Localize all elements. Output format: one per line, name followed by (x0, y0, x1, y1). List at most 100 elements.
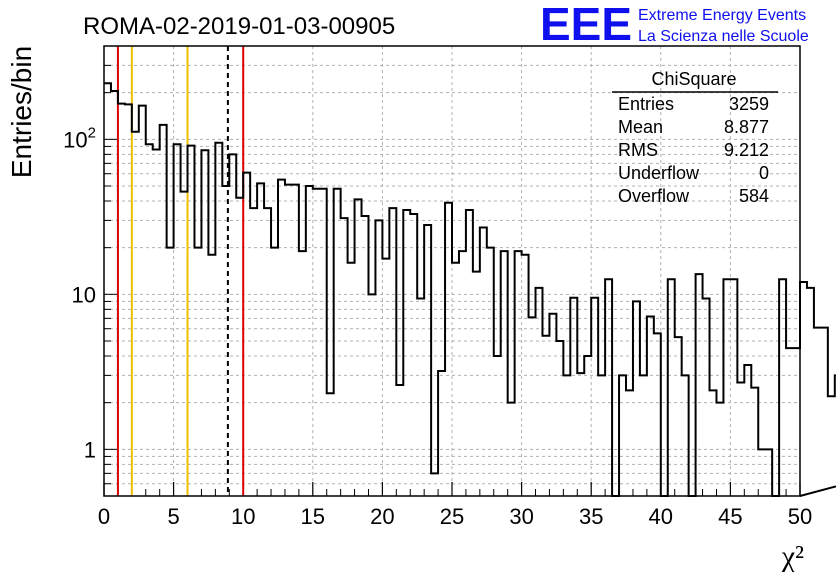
logo-line1: Extreme Energy Events (638, 7, 806, 24)
histogram-bin (598, 375, 605, 496)
histogram-bin (744, 365, 751, 496)
histogram-bin (167, 248, 174, 496)
histogram-bin (160, 125, 167, 496)
histogram-bin (577, 373, 584, 496)
histogram-bin (445, 203, 452, 496)
histogram-bin (299, 251, 306, 496)
x-tick-label: 10 (231, 504, 255, 529)
x-tick-label: 30 (509, 504, 533, 529)
chart-title: ROMA-02-2019-01-03-00905 (83, 13, 395, 40)
histogram-bin (807, 288, 814, 496)
histogram-bin (570, 298, 577, 496)
histogram-bin (675, 337, 682, 496)
histogram-bin (348, 263, 355, 496)
histogram-bin (640, 375, 647, 496)
stats-label-mean: Mean (618, 117, 663, 137)
y-axis-label: Entries/bin (6, 46, 37, 178)
histogram-bin (821, 328, 828, 496)
histogram-bin (633, 301, 640, 496)
histogram-bin (355, 199, 362, 496)
logo-mark: EEE (540, 0, 632, 50)
histogram-bin (438, 371, 445, 496)
histogram-bin (814, 328, 821, 496)
x-tick-label: 15 (301, 504, 325, 529)
histogram-bin (243, 173, 250, 496)
histogram-bin (647, 316, 654, 496)
histogram-bin (542, 336, 549, 496)
histogram-bin (229, 154, 236, 496)
histogram-bin (139, 106, 146, 496)
histogram-bin (710, 390, 717, 496)
stats-value-mean: 8.877 (724, 117, 769, 137)
x-tick-label: 0 (98, 504, 110, 529)
histogram-bin (320, 189, 327, 496)
histogram-bin (396, 385, 403, 496)
histogram-bin (250, 208, 257, 496)
logo-line2: La Scienza nelle Scuole (638, 28, 809, 45)
histogram-bin (751, 388, 758, 496)
histogram-bin (480, 227, 487, 496)
histogram-bin (188, 146, 195, 496)
histogram-bin (194, 248, 201, 496)
stats-value-entries: 3259 (729, 94, 769, 114)
histogram-bin (368, 294, 375, 496)
histogram-bin (215, 143, 222, 496)
stats-label-overflow: Overflow (618, 186, 690, 206)
histogram-bin (118, 104, 125, 496)
stats-value-overflow: 584 (739, 186, 769, 206)
stats-box: ChiSquare Entries 3259 Mean 8.877 RMS 9.… (612, 69, 778, 206)
histogram-bin (459, 251, 466, 496)
y-tick-label: 1 (84, 437, 96, 462)
histogram-bin (111, 91, 118, 496)
histogram-bin (146, 144, 153, 496)
histogram-bin (452, 263, 459, 496)
histogram-bin (737, 382, 744, 496)
histogram-bin (529, 317, 536, 496)
histogram-bin (828, 396, 835, 496)
reference-lines (116, 46, 245, 496)
histogram-bin (668, 279, 675, 496)
eee-logo: EEE Extreme Energy Events La Scienza nel… (540, 0, 809, 50)
x-tick-label: 20 (370, 504, 394, 529)
histogram-bin (515, 251, 522, 496)
histogram-bin (181, 192, 188, 496)
stats-label-entries: Entries (618, 94, 674, 114)
histogram-bin (487, 248, 494, 496)
histogram-bin (591, 298, 598, 496)
histogram-bin (417, 298, 424, 496)
x-tick-label: 25 (440, 504, 464, 529)
histogram-bin (410, 214, 417, 496)
x-tick-label: 45 (718, 504, 742, 529)
histogram-bin (403, 210, 410, 496)
histogram-bin (626, 390, 633, 496)
histogram-bin (375, 220, 382, 496)
histogram-bin (779, 279, 786, 496)
histogram-bin (494, 356, 501, 496)
y-tick-label: 102 (63, 124, 96, 152)
histogram-bin (501, 251, 508, 496)
y-tick-labels: 1 10 102 (63, 124, 96, 462)
histogram-bin (313, 189, 320, 496)
histogram-bin (389, 208, 396, 496)
x-tick-label: 5 (167, 504, 179, 529)
histogram-bin (236, 198, 243, 496)
stats-label-underflow: Underflow (618, 163, 700, 183)
stats-value-rms: 9.212 (724, 140, 769, 160)
stats-value-underflow: 0 (759, 163, 769, 183)
histogram-bin (341, 218, 348, 496)
histogram-bin (327, 393, 334, 496)
histogram-bin (723, 279, 730, 496)
histogram-bin (271, 248, 278, 496)
histogram-bin (703, 298, 710, 496)
stats-label-rms: RMS (618, 140, 658, 160)
x-tick-label: 35 (579, 504, 603, 529)
histogram-bin (563, 375, 570, 496)
histogram-bin (473, 272, 480, 496)
histogram-bin (800, 282, 807, 496)
histogram-bin (584, 356, 591, 496)
x-tick-label: 40 (649, 504, 673, 529)
histogram-bin (431, 473, 438, 496)
x-tick-labels: 0 5 10 15 20 25 30 35 40 45 50 (98, 504, 812, 529)
histogram-bin (556, 341, 563, 496)
